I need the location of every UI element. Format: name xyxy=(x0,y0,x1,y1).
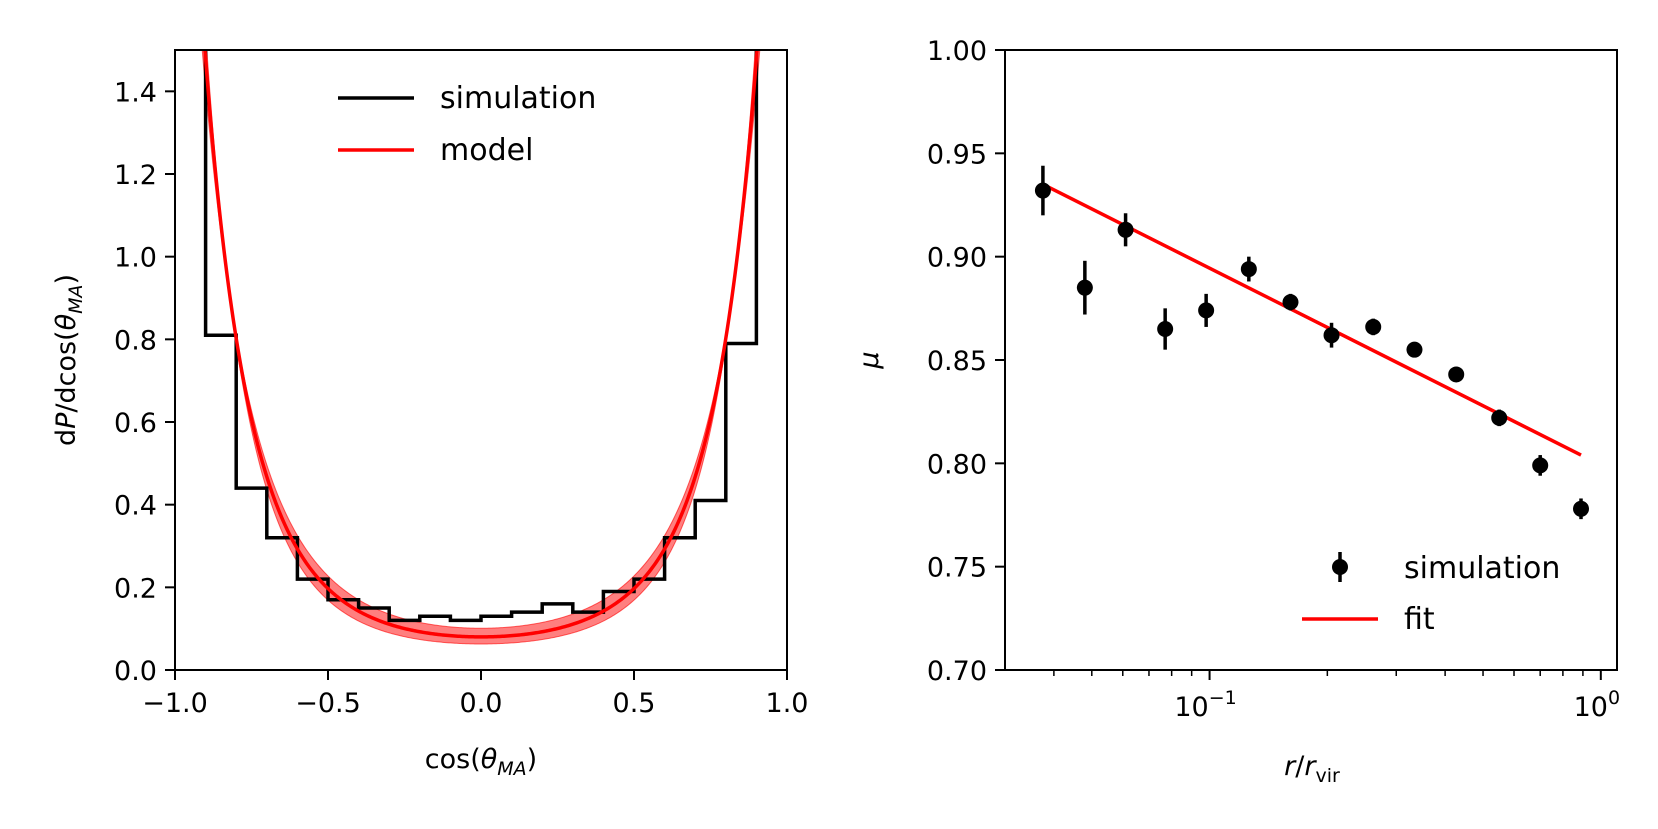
right-y-tick-label: 0.70 xyxy=(927,656,987,687)
simulation-point xyxy=(1117,221,1134,238)
right-y-ticks: 0.70 0.75 0.80 0.85 0.90 0.95 1.00 xyxy=(927,36,1005,687)
left-x-tick-label: −1.0 xyxy=(142,688,208,719)
legend-simulation-marker xyxy=(1332,559,1348,575)
left-legend: simulation model xyxy=(338,81,596,168)
left-y-tick-label: 0.4 xyxy=(114,491,157,522)
left-x-tick-label: 0.5 xyxy=(613,688,656,719)
simulation-point xyxy=(1240,261,1257,278)
simulation-point xyxy=(1365,318,1382,335)
left-y-tick-label: 0.6 xyxy=(114,408,157,439)
simulation-point xyxy=(1406,341,1423,358)
left-chart: −1.0 −0.5 0.0 0.5 1.0 0.0 0.2 0.4 0.6 0.8 1.0 1.2 1… xyxy=(51,49,808,780)
left-y-tick-label: 0.0 xyxy=(114,656,157,687)
left-x-tick-label: −0.5 xyxy=(295,688,361,719)
simulation-histogram xyxy=(203,50,759,623)
right-x-ticks: 10−1 100 xyxy=(1053,670,1620,723)
simulation-point xyxy=(1076,279,1093,296)
right-y-tick-label: 0.80 xyxy=(927,449,987,480)
right-legend: simulation fit xyxy=(1302,551,1560,637)
left-plot-area xyxy=(201,50,761,645)
right-y-axis-label: μ xyxy=(854,351,885,369)
right-y-tick-label: 0.85 xyxy=(927,346,987,377)
simulation-point xyxy=(1573,500,1590,517)
left-y-axis-label: dP/dcos(θMA) xyxy=(51,274,87,446)
simulation-point xyxy=(1157,321,1174,337)
simulation-point xyxy=(1282,294,1299,311)
simulation-point xyxy=(1491,409,1508,426)
legend-model-label: model xyxy=(440,133,533,168)
left-y-tick-label: 0.2 xyxy=(114,573,157,604)
right-x-tick-label: 100 xyxy=(1574,687,1620,723)
model-curve xyxy=(203,50,759,639)
legend-fit-label: fit xyxy=(1404,602,1435,637)
left-y-tick-label: 0.8 xyxy=(114,325,157,356)
left-x-ticks: −1.0 −0.5 0.0 0.5 1.0 xyxy=(142,670,808,719)
simulation-point xyxy=(1034,182,1051,199)
left-y-tick-label: 1.0 xyxy=(114,243,157,274)
left-y-ticks: 0.0 0.2 0.4 0.6 0.8 1.0 1.2 1.4 xyxy=(114,77,175,687)
left-y-tick-label: 1.2 xyxy=(114,160,157,191)
right-x-axis-label: r/rvir xyxy=(1284,751,1340,787)
simulation-point xyxy=(1448,366,1465,383)
right-y-tick-label: 1.00 xyxy=(927,36,987,67)
right-x-tick-label: 10−1 xyxy=(1174,687,1236,723)
left-x-axis-label: cos(θMA) xyxy=(425,744,537,780)
legend-simulation-label: simulation xyxy=(440,81,596,116)
left-x-tick-label: 0.0 xyxy=(460,688,503,719)
simulation-point xyxy=(1532,457,1549,474)
simulation-point xyxy=(1323,327,1340,344)
legend-simulation-label: simulation xyxy=(1404,551,1560,586)
right-plot-area xyxy=(1034,165,1590,520)
right-y-tick-label: 0.90 xyxy=(927,243,987,274)
left-x-tick-label: 1.0 xyxy=(766,688,809,719)
right-y-tick-label: 0.75 xyxy=(927,553,987,584)
left-y-tick-label: 1.4 xyxy=(114,77,157,108)
simulation-point xyxy=(1198,302,1215,319)
right-chart: 10−1 100 0.70 0.75 0.80 0.85 0.90 0.95 1.00 r/r… xyxy=(854,36,1620,787)
right-y-tick-label: 0.95 xyxy=(927,139,987,170)
